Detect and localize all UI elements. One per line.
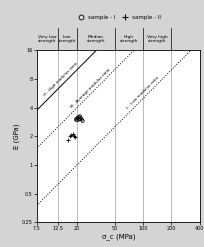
- Point: [80, 118, 83, 122]
- Point: [76, 116, 80, 120]
- Point: [75, 116, 79, 120]
- Text: Low
strength: Low strength: [58, 35, 76, 43]
- Point: [71, 132, 74, 136]
- X-axis label: σ_c (MPa): σ_c (MPa): [102, 233, 135, 240]
- Y-axis label: E (GPa): E (GPa): [14, 124, 20, 149]
- Point: [79, 116, 82, 120]
- Text: H - High modulus ratio: H - High modulus ratio: [44, 62, 79, 97]
- Point: [78, 114, 82, 118]
- Text: M - Average modulus ratio: M - Average modulus ratio: [70, 67, 111, 109]
- Point: [69, 134, 72, 138]
- Text: L - Low modulus ratio: L - Low modulus ratio: [125, 76, 159, 110]
- Point: [78, 117, 82, 121]
- Text: Very low
strength: Very low strength: [38, 35, 57, 43]
- Point: [77, 118, 81, 122]
- Text: Median
strength: Median strength: [86, 35, 105, 43]
- Point: [66, 138, 69, 142]
- Text: Very high
strength: Very high strength: [147, 35, 168, 43]
- Legend: sample - I, sample - II: sample - I, sample - II: [76, 15, 161, 20]
- Point: [73, 135, 76, 139]
- Point: [77, 115, 81, 119]
- Point: [74, 118, 78, 122]
- Point: [70, 133, 73, 137]
- Point: [81, 119, 84, 123]
- Point: [72, 134, 75, 138]
- Point: [75, 118, 79, 122]
- Text: High
strength: High strength: [120, 35, 138, 43]
